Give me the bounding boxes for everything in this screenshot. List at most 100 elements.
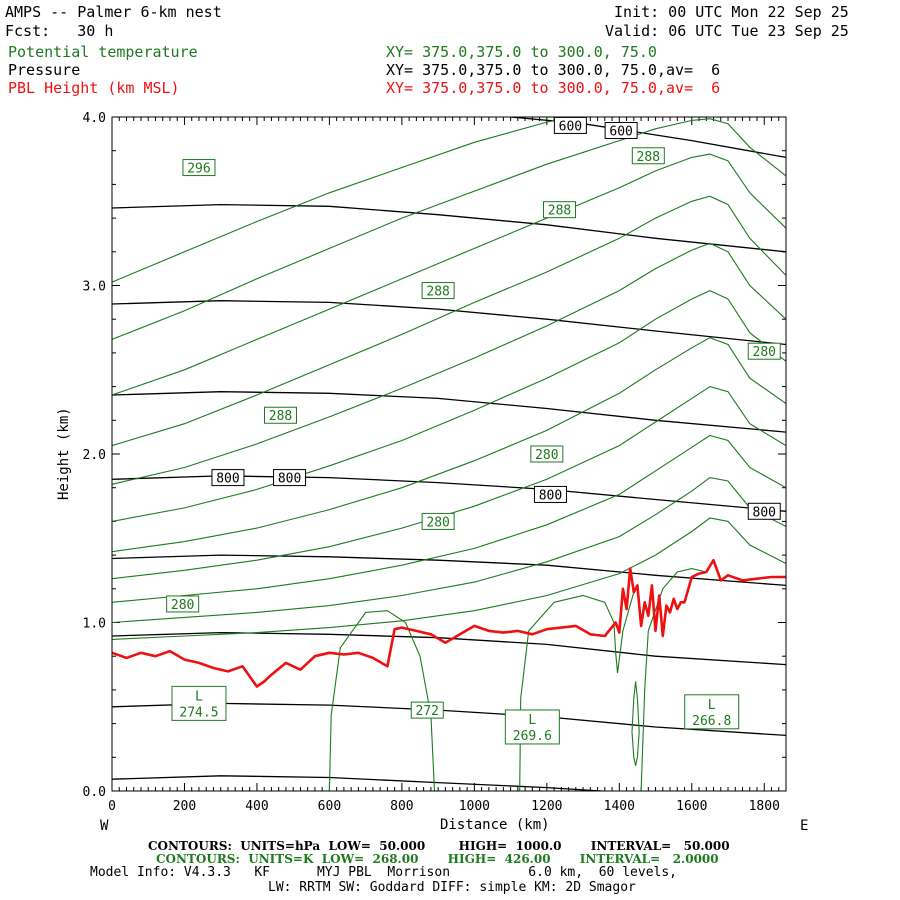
isentrope-label: 288 — [426, 285, 449, 300]
isobar-line — [112, 203, 786, 253]
x-tick-label: 1000 — [459, 799, 490, 814]
isobar-label-box — [604, 121, 638, 139]
x-tick-label: 0 — [108, 799, 116, 814]
x-tick-label: 1600 — [676, 799, 707, 814]
low-center-letter: L — [528, 713, 536, 728]
isentrope-label-box — [421, 282, 455, 300]
isentrope-label-box — [747, 342, 781, 360]
isobar-label: 800 — [216, 472, 239, 487]
isentrope-label: 280 — [753, 345, 776, 360]
isentrope-label: 272 — [416, 704, 439, 719]
isentrope-line — [112, 477, 786, 624]
isentrope-label-box — [530, 445, 564, 463]
low-center-value: 266.8 — [692, 714, 731, 729]
low-center-value: 274.5 — [179, 705, 218, 720]
x-tick-label: 600 — [318, 799, 341, 814]
x-tick-label: 1200 — [531, 799, 562, 814]
init-time: Init: 00 UTC Mon 22 Sep 25 — [614, 3, 849, 21]
isentrope-label-box — [631, 147, 665, 165]
isobar-label: 800 — [278, 472, 301, 487]
pbl-height-line — [112, 558, 786, 688]
legend-pbl-xy: XY= 375.0,375.0 to 300.0, 75.0,av= 6 — [386, 79, 721, 97]
isentrope-line — [112, 434, 786, 603]
west-label: W — [100, 818, 109, 834]
isentrope-line — [112, 153, 786, 396]
isobar-label-box — [211, 469, 245, 487]
isobar-line — [112, 300, 786, 346]
isentrope-line — [112, 289, 786, 522]
footer-pressure-contours: CONTOURS: UNITS=hPa LOW= 50.000 HIGH= 10… — [148, 839, 730, 853]
isentrope-label-box — [166, 595, 200, 613]
x-tick-label: 1400 — [604, 799, 635, 814]
legend-pbl-name: PBL Height (km MSL) — [8, 79, 180, 97]
isobar-line — [112, 391, 786, 433]
isentrope-cold-pool — [328, 610, 436, 791]
footer-physics-info: LW: RRTM SW: Goddard DIFF: simple KM: 2D… — [268, 880, 636, 895]
isentrope-line — [112, 118, 786, 340]
isobar-label: 800 — [539, 488, 562, 503]
isentrope-label-box — [421, 512, 455, 530]
isentrope-label: 288 — [269, 409, 292, 424]
theta-isentropes — [112, 117, 786, 791]
legend-pressure-xy: XY= 375.0,375.0 to 300.0, 75.0,av= 6 — [386, 61, 721, 79]
isobar-line — [112, 631, 786, 666]
footer-model-info: Model Info: V4.3.3 KF MYJ PBL Morrison 6… — [90, 865, 677, 880]
isentrope-label-box — [264, 406, 297, 424]
isobar-label-box — [747, 502, 781, 520]
y-tick-label: 2.0 — [83, 448, 106, 463]
isentrope-line — [112, 337, 786, 553]
isobar-label-box — [273, 469, 307, 487]
isentrope-line — [112, 117, 578, 283]
model-title: AMPS -- Palmer 6-km nest — [5, 3, 222, 21]
y-tick-label: 3.0 — [83, 280, 106, 295]
isobar-label: 600 — [559, 119, 582, 134]
isobar-line — [112, 775, 612, 791]
isobar-line — [112, 554, 786, 587]
isobar-label: 600 — [609, 124, 632, 139]
x-axis-label: Distance (km) — [440, 817, 550, 833]
legend-pressure-name: Pressure — [8, 61, 81, 79]
x-tick-label: 800 — [390, 799, 413, 814]
isentrope-line — [112, 386, 786, 580]
low-center-box — [504, 709, 560, 745]
isentrope-label-box — [543, 201, 577, 219]
isentrope-label: 280 — [426, 515, 449, 530]
legend-theta-name: Potential temperature — [8, 43, 198, 61]
isentrope-label-box — [410, 701, 444, 719]
east-label: E — [800, 818, 808, 834]
isentrope-line — [112, 242, 786, 485]
low-center-box — [171, 685, 227, 721]
forecast-hour: Fcst: 30 h — [5, 22, 114, 40]
x-tick-label: 200 — [173, 799, 196, 814]
footer-theta-contours: CONTOURS: UNITS=K LOW= 268.00 HIGH= 426.… — [156, 852, 719, 866]
isentrope-cold-pool — [640, 568, 707, 791]
isentrope-label: 280 — [535, 448, 558, 463]
isentrope-line — [112, 195, 786, 447]
pbl-height-series — [112, 558, 786, 688]
low-center-box — [684, 694, 740, 730]
y-tick-label: 0.0 — [83, 785, 106, 800]
isentrope-label: 280 — [171, 598, 194, 613]
isentrope-label-box — [182, 159, 216, 177]
isentrope-line — [112, 517, 786, 640]
isentrope-cold-pool — [631, 681, 640, 766]
y-tick-label: 1.0 — [83, 617, 106, 632]
plot-frame — [111, 116, 787, 792]
isobar-label: 800 — [753, 505, 776, 520]
y-axis-label: Height (km) — [56, 407, 72, 500]
axis-tick-labels: 0 200 400 600 800 1000 1200 1400 1600 1800 0.0 1.0 2… — [83, 111, 780, 814]
isentrope-label: 296 — [187, 162, 210, 177]
y-tick-label: 4.0 — [83, 111, 106, 126]
low-center-value: 269.6 — [513, 729, 552, 744]
x-tick-label: 400 — [245, 799, 268, 814]
legend-theta-xy: XY= 375.0,375.0 to 300.0, 75.0 — [386, 43, 657, 61]
low-center-letter: L — [195, 689, 203, 704]
contour-labels: 800 800 800 800 600 600 296 288 288 288 288 280 280 2… — [166, 116, 781, 745]
isentrope-cold-pool — [519, 592, 635, 791]
valid-time: Valid: 06 UTC Tue 23 Sep 25 — [605, 22, 849, 40]
x-tick-label: 1800 — [749, 799, 780, 814]
low-center-letter: L — [708, 698, 716, 713]
isobar-label-box — [533, 485, 567, 503]
isentrope-label: 288 — [548, 204, 571, 219]
